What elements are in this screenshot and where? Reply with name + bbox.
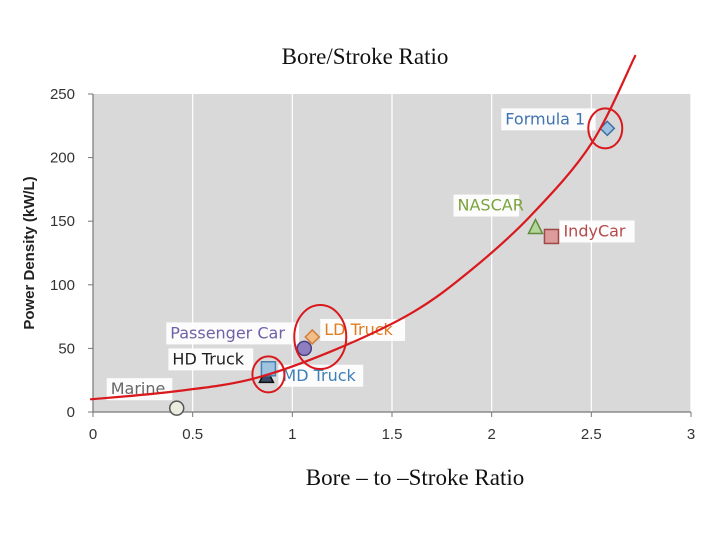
x-axis-ticks: 0 0.5 1 1.5 2 2.5 3 — [89, 412, 695, 443]
point-label: IndyCar — [563, 221, 625, 240]
y-axis-ticks: 0 50 100 150 200 250 — [50, 86, 93, 421]
y-tick-label: 100 — [50, 277, 75, 294]
chart-title: Bore/Stroke Ratio — [281, 44, 449, 69]
point-label-background — [453, 194, 520, 217]
x-tick-label: 3 — [687, 426, 695, 443]
x-tick-label: 0.5 — [182, 426, 203, 443]
data-point — [543, 228, 560, 245]
trend-curve-annotation — [89, 54, 637, 401]
point-label: Passenger Car — [170, 323, 285, 342]
point-label-background — [166, 322, 300, 345]
x-tick-label: 2 — [487, 426, 495, 443]
data-point — [168, 400, 185, 416]
point-label-background — [320, 318, 406, 341]
point-label-background — [106, 378, 173, 401]
circle-annotation — [251, 355, 286, 394]
x-tick-label: 0 — [89, 426, 97, 443]
x-tick-label: 1 — [288, 426, 296, 443]
x-tick-label: 1.5 — [382, 426, 403, 443]
y-tick-label: 250 — [50, 86, 75, 103]
data-point — [527, 217, 544, 235]
point-label-background — [501, 108, 596, 131]
y-tick-label: 200 — [50, 150, 75, 167]
circle-annotation — [587, 107, 624, 150]
y-axis-label: Power Density (kW/L) — [21, 176, 38, 329]
point-label: LD Truck — [324, 320, 393, 339]
y-tick-label: 0 — [67, 404, 75, 421]
point-label-background — [168, 348, 254, 371]
data-point — [296, 340, 313, 357]
point-label: HD Truck — [172, 349, 244, 368]
hand-annotations — [89, 54, 637, 401]
point-label: Formula 1 — [505, 109, 585, 128]
point-label: MD Truck — [282, 366, 356, 385]
data-point — [304, 328, 321, 346]
circle-annotation — [293, 303, 348, 370]
gridlines — [192, 94, 692, 412]
x-axis-label: Bore – to –Stroke Ratio — [305, 465, 525, 490]
y-tick-label: 50 — [58, 340, 75, 357]
point-label-background — [278, 364, 364, 387]
x-tick-label: 2.5 — [581, 426, 602, 443]
point-label-background — [559, 220, 635, 243]
y-tick-label: 150 — [50, 213, 75, 230]
point-label: NASCAR — [458, 196, 524, 215]
